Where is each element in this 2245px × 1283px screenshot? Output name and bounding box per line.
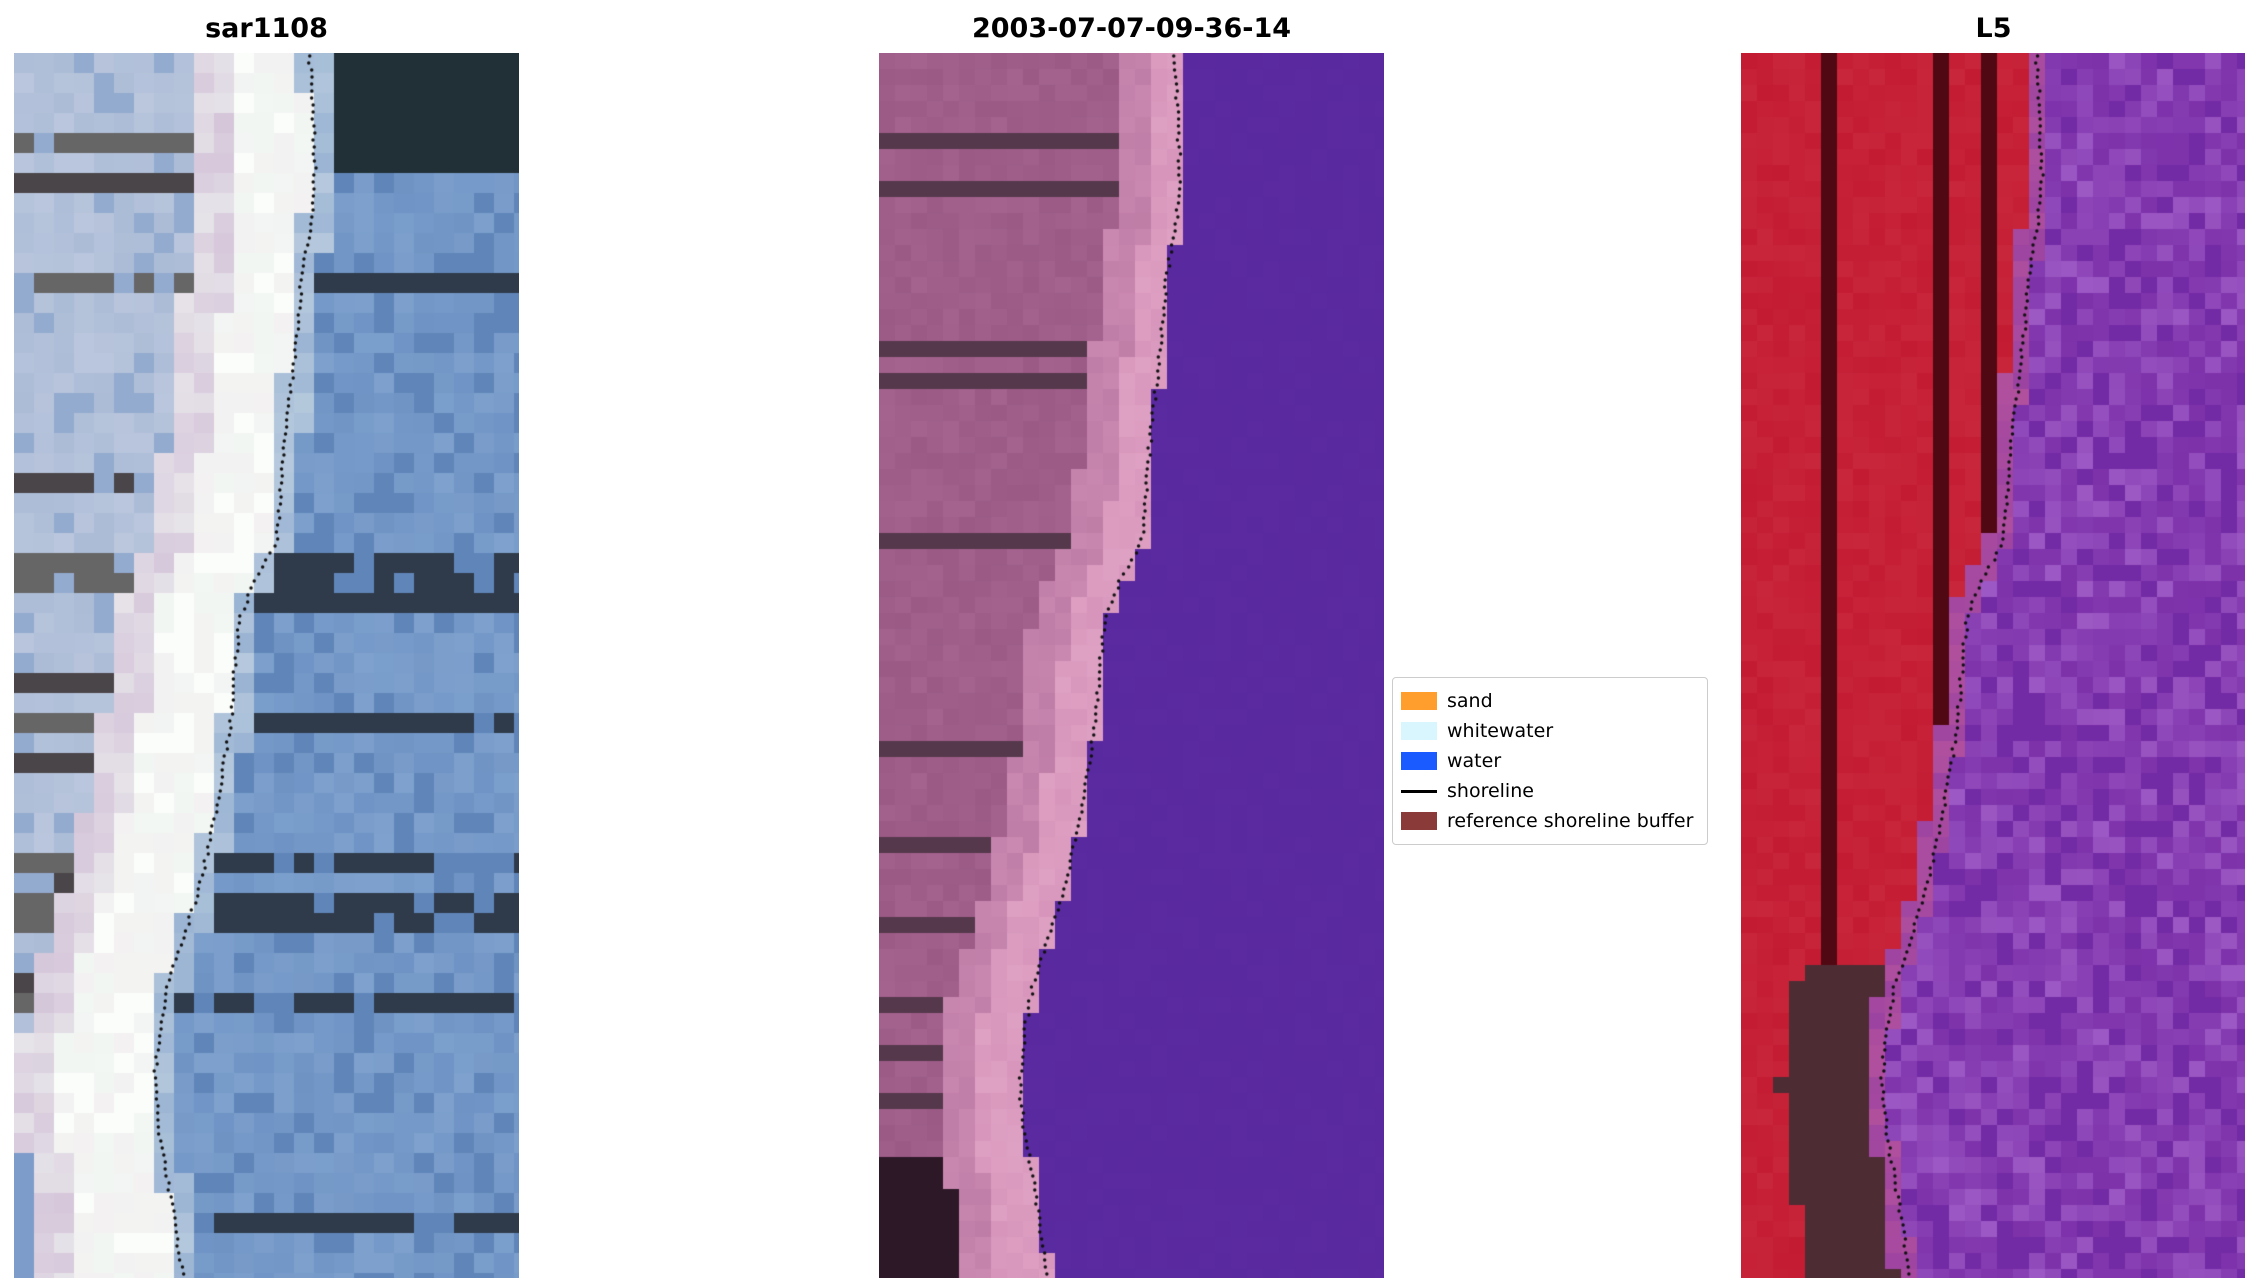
legend-swatch-sand [1401, 692, 1437, 710]
panel-image-l5 [1741, 53, 2245, 1278]
legend-item-whitewater: whitewater [1401, 716, 1693, 746]
legend-label: water [1447, 750, 1502, 772]
panel-title-l5: L5 [1975, 12, 2012, 44]
legend-label: reference shoreline buffer [1447, 810, 1694, 832]
legend-label: sand [1447, 690, 1493, 712]
legend-swatch-whitewater [1401, 722, 1437, 740]
legend-item-sand: sand [1401, 686, 1693, 716]
legend-label: whitewater [1447, 720, 1554, 742]
legend-swatch-shoreline [1401, 789, 1437, 793]
legend: sand whitewater water shoreline reference sh… [1392, 677, 1709, 845]
panel-title-sar1108: sar1108 [205, 12, 328, 44]
panel-sar1108: sar1108 [14, 0, 519, 1283]
panel-l5: L5 [1741, 0, 2245, 1283]
legend-item-shoreline: shoreline [1401, 776, 1693, 806]
legend-swatch-reference-shoreline-buffer [1401, 812, 1437, 830]
legend-swatch-water [1401, 752, 1437, 770]
panel-title-optical: 2003-07-07-09-36-14 [971, 12, 1292, 44]
panel-image-sar1108 [14, 53, 519, 1278]
legend-item-reference-shoreline-buffer: reference shoreline buffer [1401, 806, 1693, 836]
legend-item-water: water [1401, 746, 1693, 776]
legend-label: shoreline [1447, 780, 1534, 802]
panel-optical-2003-07-07: 2003-07-07-09-36-14 [879, 0, 1384, 1283]
panel-image-optical [879, 53, 1384, 1278]
